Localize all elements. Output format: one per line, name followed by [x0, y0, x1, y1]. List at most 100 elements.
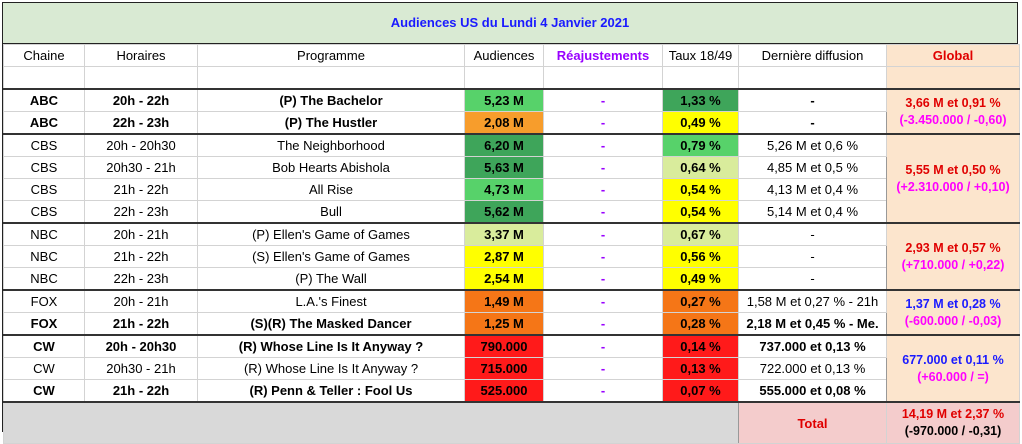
adjustment-cell: - [543, 357, 663, 380]
channel-cell: NBC [3, 267, 85, 291]
program-cell: (P) The Wall [197, 267, 465, 291]
adjustment-cell: - [543, 245, 663, 268]
global-summary-main: 5,55 M et 0,50 % [905, 162, 1001, 177]
time-cell: 20h - 21h [84, 222, 198, 246]
audience-cell: 1,49 M [464, 289, 544, 313]
adjustment-cell: - [543, 312, 663, 336]
program-cell: The Neighborhood [197, 133, 465, 157]
total-row-filler [3, 401, 739, 444]
last-airing-cell: 555.000 et 0,08 % [738, 379, 887, 403]
program-cell: (P) Ellen's Game of Games [197, 222, 465, 246]
table-row: NBC 22h - 23h (P) The Wall 2,54 M -0,49 % - [3, 267, 1020, 291]
header-reajustements: Réajustements [543, 44, 663, 67]
adjustment-cell: - [543, 334, 663, 358]
audience-cell: 790.000 [464, 334, 544, 358]
table-row: NBC 21h - 22h (S) Ellen's Game of Games 2,8… [3, 245, 1020, 268]
program-cell: (R) Whose Line Is It Anyway ? [197, 334, 465, 358]
audience-cell: 5,62 M [464, 200, 544, 224]
global-summary-cell: 677.000 et 0,11 % (+60.000 / =) [886, 334, 1020, 403]
audience-cell: 6,20 M [464, 133, 544, 157]
header-programme: Programme [197, 44, 465, 67]
adjustment-cell: - [543, 111, 663, 135]
channel-cell: CBS [3, 133, 85, 157]
audience-cell: 525.000 [464, 379, 544, 403]
channel-cell: CW [3, 357, 85, 380]
rating-cell: 0,27 % [662, 289, 739, 313]
rating-cell: 0,28 % [662, 312, 739, 336]
adjustment-cell: - [543, 178, 663, 201]
global-summary-main: 1,37 M et 0,28 % [905, 296, 1001, 311]
time-cell: 21h - 22h [84, 312, 198, 336]
last-airing-cell: - [738, 88, 887, 112]
audience-cell: 5,63 M [464, 156, 544, 179]
rating-cell: 0,56 % [662, 245, 739, 268]
program-cell: (P) The Hustler [197, 111, 465, 135]
table-row: CBS 20h - 20h30 The Neighborhood 6,20 M -0,7… [3, 133, 1020, 224]
last-airing-cell: 5,14 M et 0,4 % [738, 200, 887, 224]
time-cell: 21h - 22h [84, 178, 198, 201]
channel-cell: CW [3, 334, 85, 358]
table-row: ABC 22h - 23h (P) The Hustler 2,08 M -0,49 %… [3, 111, 1020, 135]
table-row: CBS 20h30 - 21h Bob Hearts Abishola 5,63 M-… [3, 156, 1020, 179]
adjustment-cell: - [543, 289, 663, 313]
audience-cell: 715.000 [464, 357, 544, 380]
channel-cell: FOX [3, 312, 85, 336]
channel-cell: NBC [3, 245, 85, 268]
header-horaires: Horaires [84, 44, 198, 67]
channel-cell: CBS [3, 178, 85, 201]
global-summary-delta: (-600.000 / -0,03) [904, 313, 1002, 328]
program-cell: (S) Ellen's Game of Games [197, 245, 465, 268]
table-title: Audiences US du Lundi 4 Janvier 2021 [3, 3, 1017, 44]
rating-cell: 0,13 % [662, 357, 739, 380]
rating-cell: 0,54 % [662, 200, 739, 224]
table-row: CW 20h30 - 21h (R) Whose Line Is It Anyway… [3, 357, 1020, 380]
last-airing-cell: 4,85 M et 0,5 % [738, 156, 887, 179]
last-airing-cell: 2,18 M et 0,45 % - Me. [738, 312, 887, 336]
last-airing-cell: - [738, 267, 887, 291]
time-cell: 22h - 23h [84, 111, 198, 135]
time-cell: 20h - 20h30 [84, 133, 198, 157]
adjustment-cell: - [543, 267, 663, 291]
rating-cell: 0,67 % [662, 222, 739, 246]
global-summary-cell: 5,55 M et 0,50 % (+2.310.000 / +0,10) [886, 133, 1020, 224]
table-row: FOX 21h - 22h (S)(R) The Masked Dancer 1,25… [3, 312, 1020, 336]
channel-cell: CBS [3, 200, 85, 224]
last-airing-cell: 1,58 M et 0,27 % - 21h [738, 289, 887, 313]
program-cell: (S)(R) The Masked Dancer [197, 312, 465, 336]
header-chaine: Chaine [3, 44, 85, 67]
time-cell: 20h30 - 21h [84, 357, 198, 380]
total-delta: (-970.000 / -0,31) [904, 424, 1002, 438]
ratings-table: Chaine Horaires Programme Audiences Réaj… [3, 44, 1020, 444]
rating-cell: 0,49 % [662, 267, 739, 291]
global-summary-delta: (+2.310.000 / +0,10) [896, 179, 1010, 194]
header-derniere-diffusion: Dernière diffusion [738, 44, 887, 67]
rating-cell: 0,54 % [662, 178, 739, 201]
table-row: CW 21h - 22h (R) Penn & Teller : Fool Us 52… [3, 379, 1020, 403]
adjustment-cell: - [543, 200, 663, 224]
adjustment-cell: - [543, 133, 663, 157]
table-row: ABC 20h - 22h (P) The Bachelor 5,23 M -1,33 … [3, 88, 1020, 135]
header-global: Global [886, 44, 1020, 67]
table-row: FOX 20h - 21h L.A.'s Finest 1,49 M -0,27 % 1,… [3, 289, 1020, 336]
global-summary-cell: 2,93 M et 0,57 % (+710.000 / +0,22) [886, 222, 1020, 291]
global-summary-main: 3,66 M et 0,91 % [905, 95, 1001, 110]
last-airing-cell: - [738, 111, 887, 135]
global-summary-cell: 1,37 M et 0,28 % (-600.000 / -0,03) [886, 289, 1020, 336]
total-main: 14,19 M et 2,37 % [901, 407, 1005, 421]
global-summary-delta: (-3.450.000 / -0,60) [899, 112, 1007, 127]
last-airing-cell: 5,26 M et 0,6 % [738, 133, 887, 157]
time-cell: 20h - 20h30 [84, 334, 198, 358]
global-summary-main: 677.000 et 0,11 % [902, 352, 1004, 367]
global-summary-delta: (+60.000 / =) [917, 369, 989, 384]
adjustment-cell: - [543, 88, 663, 112]
program-cell: (P) The Bachelor [197, 88, 465, 112]
rating-cell: 0,07 % [662, 379, 739, 403]
audience-cell: 2,08 M [464, 111, 544, 135]
adjustment-cell: - [543, 222, 663, 246]
program-cell: Bull [197, 200, 465, 224]
global-summary-delta: (+710.000 / +0,22) [901, 257, 1005, 272]
audience-cell: 1,25 M [464, 312, 544, 336]
channel-cell: CBS [3, 156, 85, 179]
global-summary-main: 2,93 M et 0,57 % [905, 240, 1001, 255]
rating-cell: 0,79 % [662, 133, 739, 157]
